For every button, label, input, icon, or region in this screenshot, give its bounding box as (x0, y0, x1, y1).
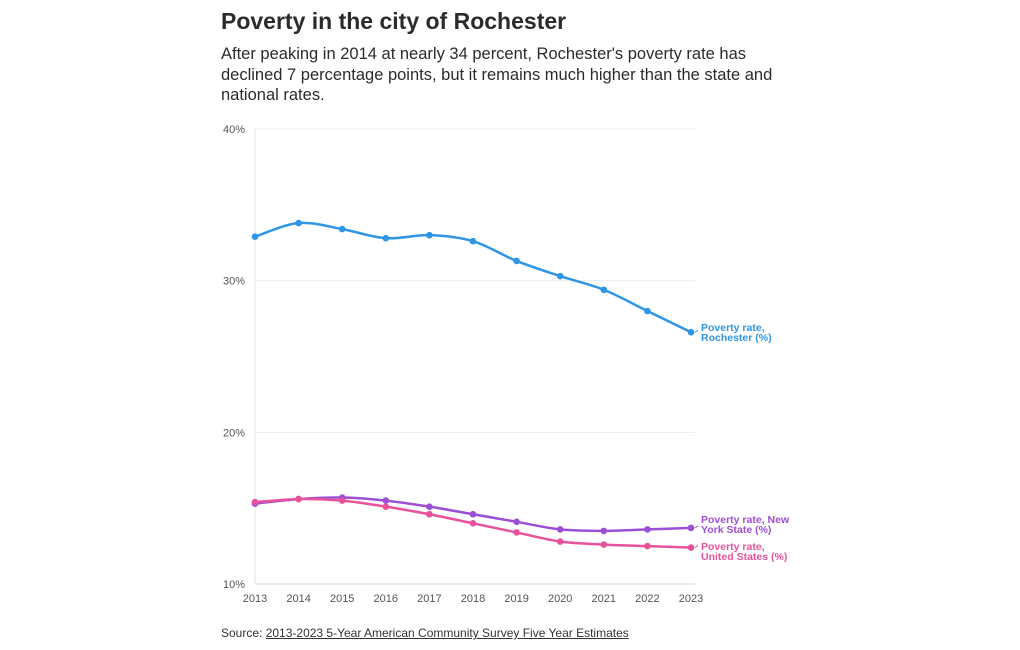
series-label-leader (694, 525, 699, 529)
y-tick-label: 30% (223, 276, 245, 288)
data-point (687, 524, 695, 532)
y-tick-label: 40% (223, 124, 245, 136)
series-label-leader (694, 545, 699, 549)
gridlines (254, 128, 695, 585)
series-labels: Poverty rate, Rochester (%) Poverty rate, … (694, 322, 790, 563)
source-link[interactable]: 2013-2023 5-Year American Community Surv… (265, 626, 629, 640)
data-point (469, 237, 477, 245)
y-tick-label: 10% (223, 579, 245, 591)
data-point (426, 231, 433, 239)
data-point (251, 233, 259, 240)
x-tick-label: 2015 (330, 593, 354, 605)
data-point (600, 286, 608, 294)
data-point (556, 538, 564, 545)
x-tick-label: 2022 (635, 593, 659, 605)
data-point (338, 225, 346, 233)
data-point (469, 510, 477, 518)
data-point (556, 272, 564, 280)
data-point (469, 520, 477, 527)
data-point (295, 495, 302, 503)
data-point (382, 497, 390, 504)
y-axis: 10% 20% 30% 40% (223, 124, 245, 591)
data-point (513, 529, 520, 536)
data-point (426, 510, 433, 518)
data-point (251, 498, 259, 506)
data-point (644, 542, 651, 550)
data-point (687, 544, 695, 551)
data-point (600, 541, 608, 548)
series-lines (253, 221, 693, 549)
y-tick-label: 20% (223, 427, 245, 439)
line-chart: 10%20%30%40% 2013 2014 2015 2016 2017 2018 201… (223, 124, 790, 605)
data-point (600, 527, 608, 535)
data-point (513, 257, 520, 265)
series-label: Poverty rate, United States (%) (701, 541, 787, 563)
x-tick-label: 2013 (243, 593, 267, 605)
data-point (644, 307, 651, 315)
x-tick-label: 2023 (679, 593, 703, 605)
data-point (295, 219, 302, 227)
series-points (251, 219, 695, 551)
series-label: Poverty rate, New York State (%) (701, 514, 790, 536)
data-point (687, 328, 695, 336)
source-prefix: Source: (221, 626, 266, 640)
data-point (382, 234, 390, 242)
x-tick-label: 2021 (592, 593, 616, 605)
series-label: Poverty rate, Rochester (%) (701, 322, 772, 344)
chart-title: Poverty in the city of Rochester (221, 8, 567, 34)
chart-subtitle: After peaking in 2014 at nearly 34 perce… (221, 45, 773, 104)
data-point (382, 503, 390, 510)
data-point (338, 497, 346, 504)
data-point (644, 526, 651, 533)
x-tick-label: 2016 (374, 593, 398, 605)
x-tick-label: 2020 (548, 593, 572, 605)
x-tick-label: 2014 (286, 593, 310, 605)
series-label-leader (694, 329, 699, 333)
x-tick-label: 2018 (461, 593, 485, 605)
x-tick-label: 2019 (504, 593, 528, 605)
x-axis: 2013 2014 2015 2016 2017 2018 2019 2020 2021 2022… (243, 593, 703, 605)
data-point (426, 503, 433, 510)
data-point (513, 518, 520, 526)
source-note: Source: 2013-2023 5-Year American Commun… (221, 626, 629, 640)
data-point (556, 526, 564, 533)
x-tick-label: 2017 (417, 593, 441, 605)
